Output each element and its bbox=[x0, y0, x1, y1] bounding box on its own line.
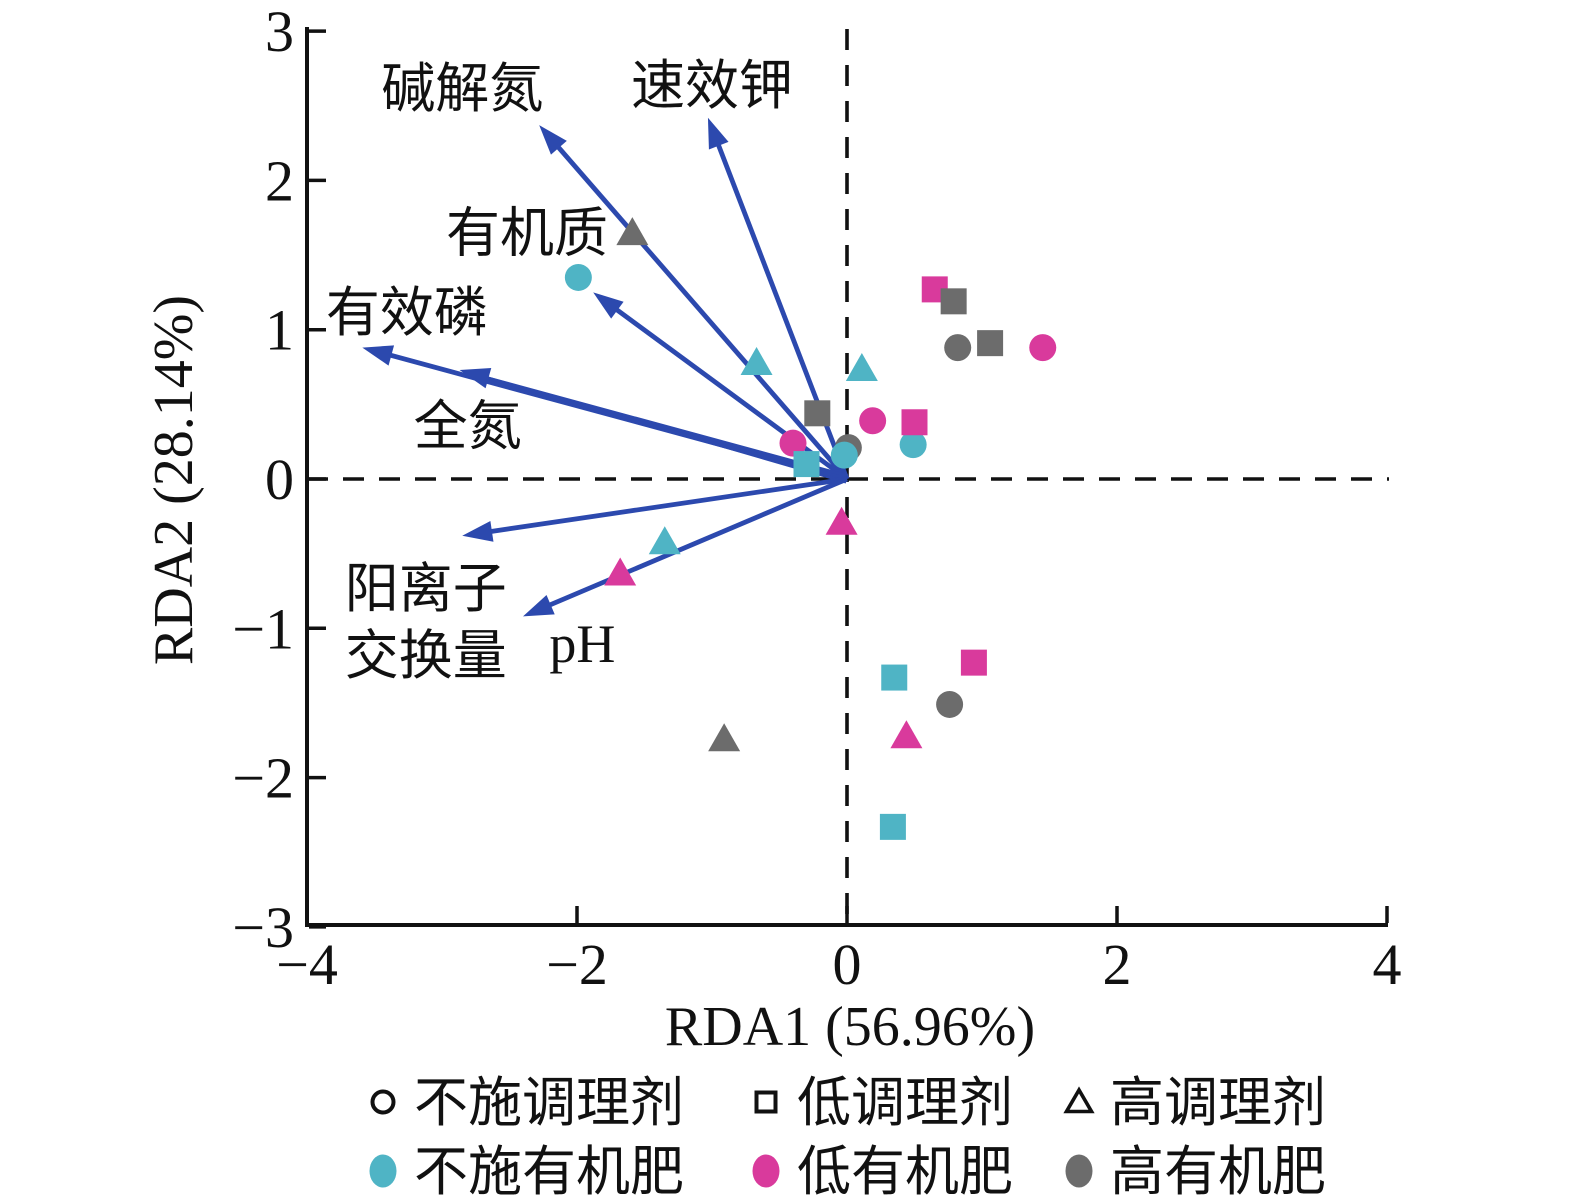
legend-dot-icon bbox=[752, 1154, 780, 1188]
data-point bbox=[804, 400, 831, 427]
data-point bbox=[708, 723, 741, 752]
env-arrow-label: 有效磷 bbox=[326, 283, 488, 343]
legend-dot-icon bbox=[369, 1154, 397, 1188]
env-arrow-label: 交换量 bbox=[345, 626, 507, 686]
legend-open-circle-icon bbox=[370, 1089, 396, 1115]
data-point bbox=[944, 334, 972, 362]
legend-label: 低调理剂 bbox=[797, 1073, 1013, 1133]
env-arrow-shaft bbox=[549, 137, 849, 481]
data-point bbox=[1029, 334, 1057, 362]
y-tick-label: −1 bbox=[232, 596, 294, 661]
data-point bbox=[845, 353, 878, 382]
env-arrow-head bbox=[362, 345, 395, 366]
env-arrow-label: 阳离子 bbox=[345, 559, 507, 619]
env-arrow-head bbox=[707, 117, 729, 150]
x-tick-label: −4 bbox=[276, 932, 338, 997]
env-arrow-shaft bbox=[479, 476, 848, 536]
y-tick-label: −2 bbox=[232, 746, 294, 811]
legend-dot-icon bbox=[1065, 1154, 1093, 1188]
x-tick-label: 0 bbox=[833, 932, 862, 997]
env-arrow-head bbox=[539, 125, 567, 155]
env-arrow-head bbox=[523, 594, 555, 617]
y-tick-label: 2 bbox=[265, 148, 294, 213]
data-point bbox=[960, 649, 987, 676]
data-point bbox=[899, 431, 927, 459]
env-arrow-shaft bbox=[538, 476, 848, 612]
env-arrow-head bbox=[593, 292, 624, 319]
data-point bbox=[564, 263, 592, 291]
data-point bbox=[604, 557, 637, 586]
data-point bbox=[936, 690, 964, 718]
data-point bbox=[779, 429, 807, 457]
env-arrow-shaft bbox=[606, 301, 849, 481]
data-point bbox=[616, 217, 649, 246]
data-point bbox=[940, 288, 967, 315]
legend-label: 低有机肥 bbox=[797, 1142, 1013, 1198]
y-tick-label: 1 bbox=[265, 298, 294, 363]
env-arrow-label: 速效钾 bbox=[631, 56, 793, 116]
env-arrow-head bbox=[459, 368, 492, 389]
data-point bbox=[793, 451, 820, 478]
y-tick-label: 3 bbox=[265, 0, 294, 64]
data-point bbox=[740, 347, 773, 376]
data-point bbox=[977, 330, 1004, 357]
env-arrow-label: 全氮 bbox=[414, 396, 522, 456]
x-tick-label: −2 bbox=[546, 932, 608, 997]
legend-label: 高有机肥 bbox=[1110, 1142, 1326, 1198]
data-point bbox=[830, 441, 858, 469]
data-point bbox=[859, 407, 887, 435]
data-point bbox=[890, 720, 923, 749]
x-tick-label: 2 bbox=[1103, 932, 1132, 997]
legend-label: 高调理剂 bbox=[1110, 1073, 1326, 1133]
legend-label: 不施有机肥 bbox=[414, 1142, 684, 1198]
env-arrow-label: pH bbox=[549, 614, 615, 674]
env-arrow-label: 有机质 bbox=[446, 204, 608, 264]
data-point bbox=[881, 664, 908, 691]
env-arrow-head bbox=[462, 520, 494, 542]
x-axis-title: RDA1 (56.96%) bbox=[665, 996, 1035, 1058]
x-tick-label: 4 bbox=[1373, 932, 1402, 997]
data-point bbox=[879, 813, 906, 840]
env-arrow-shaft bbox=[484, 375, 847, 484]
legend-open-square-icon bbox=[754, 1090, 778, 1114]
y-axis-title: RDA2 (28.14%) bbox=[143, 295, 205, 665]
y-tick-label: 0 bbox=[265, 447, 294, 512]
y-tick-label: −3 bbox=[232, 895, 294, 960]
axes bbox=[305, 27, 1388, 927]
env-arrow-label: 碱解氮 bbox=[381, 59, 543, 119]
data-point bbox=[901, 409, 928, 436]
data-point bbox=[825, 506, 858, 535]
legend-label: 不施调理剂 bbox=[414, 1073, 684, 1133]
data-point bbox=[648, 526, 681, 555]
legend-open-triangle-icon bbox=[1063, 1086, 1095, 1114]
